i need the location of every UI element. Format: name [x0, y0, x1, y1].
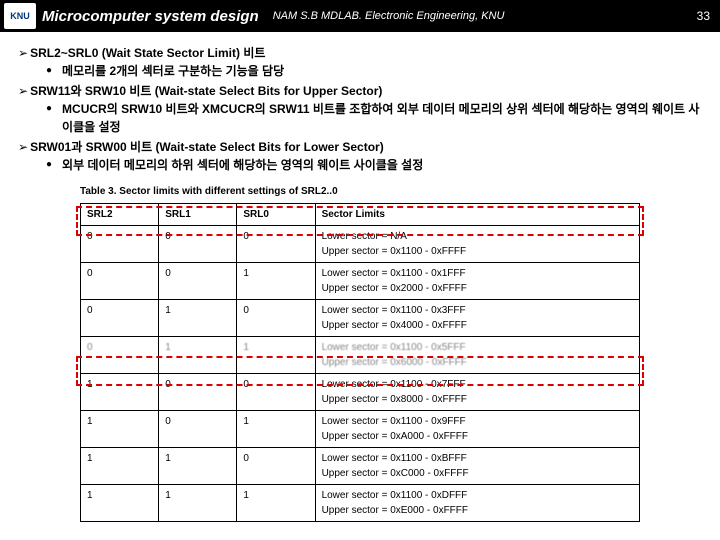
- limit-line: Lower sector = 0x1100 - 0x1FFF: [322, 266, 633, 281]
- table-body: 000Lower sector = N/AUpper sector = 0x11…: [81, 226, 640, 522]
- table-cell-limits: Lower sector = 0x1100 - 0x1FFFUpper sect…: [315, 263, 639, 300]
- table-row: 000Lower sector = N/AUpper sector = 0x11…: [81, 226, 640, 263]
- bullet-sub: ● 외부 데이터 메모리의 하위 섹터에 해당하는 영역의 웨이트 사이클을 설정: [46, 156, 702, 174]
- bullet-text: 외부 데이터 메모리의 하위 섹터에 해당하는 영역의 웨이트 사이클을 설정: [62, 156, 423, 174]
- table-cell-limits: Lower sector = 0x1100 - 0xDFFFUpper sect…: [315, 485, 639, 522]
- table-container: Table 3. Sector limits with different se…: [80, 184, 640, 522]
- table-cell: 0: [237, 226, 315, 263]
- bullet-sub: ● MCUCR의 SRW10 비트와 XMCUCR의 SRW11 비트를 조합하여…: [46, 100, 702, 136]
- table-cell: 0: [237, 300, 315, 337]
- limit-line: Lower sector = 0x1100 - 0x3FFF: [322, 303, 633, 318]
- limit-line: Upper sector = 0xC000 - 0xFFFF: [322, 466, 633, 481]
- limit-line: Upper sector = 0x4000 - 0xFFFF: [322, 318, 633, 333]
- sector-table: SRL2SRL1SRL0Sector Limits 000Lower secto…: [80, 203, 640, 522]
- slide-title: Microcomputer system design: [42, 8, 259, 25]
- bullet-list: ➢SRL2~SRL0 (Wait State Sector Limit) 비트●…: [18, 44, 702, 174]
- table-cell: 1: [159, 337, 237, 374]
- bullet-dot-icon: ●: [46, 156, 52, 174]
- table-header-cell: SRL2: [81, 204, 159, 226]
- table-caption: Table 3. Sector limits with different se…: [80, 184, 640, 199]
- table-cell: 1: [81, 411, 159, 448]
- table-cell: 1: [237, 263, 315, 300]
- limit-line: Upper sector = 0xE000 - 0xFFFF: [322, 503, 633, 518]
- table-cell-limits: Lower sector = 0x1100 - 0x5FFFUpper sect…: [315, 337, 639, 374]
- header-bar: KNU Microcomputer system design NAM S.B …: [0, 0, 720, 32]
- table-cell: 0: [237, 448, 315, 485]
- table-cell: 0: [81, 263, 159, 300]
- table-cell: 1: [159, 448, 237, 485]
- bullet-text: SRL2~SRL0 (Wait State Sector Limit) 비트: [30, 44, 265, 62]
- limit-line: Lower sector = 0x1100 - 0x9FFF: [322, 414, 633, 429]
- page-number: 33: [697, 9, 710, 23]
- table-row: 110Lower sector = 0x1100 - 0xBFFFUpper s…: [81, 448, 640, 485]
- knu-logo: KNU: [4, 3, 36, 29]
- bullet-main: ➢SRW11와 SRW10 비트 (Wait-state Select Bits…: [18, 82, 702, 100]
- table-cell: 1: [81, 374, 159, 411]
- table-cell: 0: [159, 374, 237, 411]
- content-area: ➢SRL2~SRL0 (Wait State Sector Limit) 비트●…: [0, 32, 720, 532]
- limit-line: Upper sector = 0xA000 - 0xFFFF: [322, 429, 633, 444]
- limit-line: Upper sector = 0x1100 - 0xFFFF: [322, 244, 633, 259]
- table-header-cell: SRL0: [237, 204, 315, 226]
- limit-line: Lower sector = 0x1100 - 0x5FFF: [322, 340, 633, 355]
- bullet-dot-icon: ●: [46, 100, 52, 136]
- table-header-cell: Sector Limits: [315, 204, 639, 226]
- table-cell: 0: [159, 411, 237, 448]
- table-cell: 1: [159, 485, 237, 522]
- limit-line: Lower sector = 0x1100 - 0x7FFF: [322, 377, 633, 392]
- bullet-text: 메모리를 2개의 섹터로 구분하는 기능을 담당: [62, 62, 284, 80]
- table-cell: 0: [81, 226, 159, 263]
- limit-line: Lower sector = 0x1100 - 0xBFFF: [322, 451, 633, 466]
- limit-line: Lower sector = N/A: [322, 229, 633, 244]
- table-cell-limits: Lower sector = 0x1100 - 0x7FFFUpper sect…: [315, 374, 639, 411]
- table-cell: 1: [237, 337, 315, 374]
- bullet-arrow-icon: ➢: [18, 82, 28, 100]
- table-cell-limits: Lower sector = N/AUpper sector = 0x1100 …: [315, 226, 639, 263]
- table-row: 101Lower sector = 0x1100 - 0x9FFFUpper s…: [81, 411, 640, 448]
- table-row: 001Lower sector = 0x1100 - 0x1FFFUpper s…: [81, 263, 640, 300]
- slide-subtitle: NAM S.B MDLAB. Electronic Engineering, K…: [273, 10, 505, 22]
- table-cell-limits: Lower sector = 0x1100 - 0x9FFFUpper sect…: [315, 411, 639, 448]
- bullet-text: SRW11와 SRW10 비트 (Wait-state Select Bits …: [30, 82, 382, 100]
- table-cell: 1: [81, 485, 159, 522]
- table-row: 111Lower sector = 0x1100 - 0xDFFFUpper s…: [81, 485, 640, 522]
- limit-line: Lower sector = 0x1100 - 0xDFFF: [322, 488, 633, 503]
- table-cell: 1: [159, 300, 237, 337]
- limit-line: Upper sector = 0x6000 - 0xFFFF: [322, 355, 633, 370]
- bullet-text: SRW01과 SRW00 비트 (Wait-state Select Bits …: [30, 138, 384, 156]
- table-row: 100Lower sector = 0x1100 - 0x7FFFUpper s…: [81, 374, 640, 411]
- table-cell: 0: [159, 226, 237, 263]
- table-cell: 0: [159, 263, 237, 300]
- table-cell: 0: [81, 300, 159, 337]
- table-cell-limits: Lower sector = 0x1100 - 0x3FFFUpper sect…: [315, 300, 639, 337]
- table-cell: 1: [237, 411, 315, 448]
- table-row: 010Lower sector = 0x1100 - 0x3FFFUpper s…: [81, 300, 640, 337]
- table-header-cell: SRL1: [159, 204, 237, 226]
- table-header-row: SRL2SRL1SRL0Sector Limits: [81, 204, 640, 226]
- bullet-main: ➢SRW01과 SRW00 비트 (Wait-state Select Bits…: [18, 138, 702, 156]
- table-row: 011Lower sector = 0x1100 - 0x5FFFUpper s…: [81, 337, 640, 374]
- table-cell: 1: [237, 485, 315, 522]
- bullet-sub: ● 메모리를 2개의 섹터로 구분하는 기능을 담당: [46, 62, 702, 80]
- bullet-arrow-icon: ➢: [18, 44, 28, 62]
- bullet-main: ➢SRL2~SRL0 (Wait State Sector Limit) 비트: [18, 44, 702, 62]
- bullet-text: MCUCR의 SRW10 비트와 XMCUCR의 SRW11 비트를 조합하여 …: [62, 100, 702, 136]
- bullet-arrow-icon: ➢: [18, 138, 28, 156]
- table-cell: 1: [81, 448, 159, 485]
- limit-line: Upper sector = 0x8000 - 0xFFFF: [322, 392, 633, 407]
- table-cell-limits: Lower sector = 0x1100 - 0xBFFFUpper sect…: [315, 448, 639, 485]
- table-cell: 0: [237, 374, 315, 411]
- table-cell: 0: [81, 337, 159, 374]
- bullet-dot-icon: ●: [46, 62, 52, 80]
- limit-line: Upper sector = 0x2000 - 0xFFFF: [322, 281, 633, 296]
